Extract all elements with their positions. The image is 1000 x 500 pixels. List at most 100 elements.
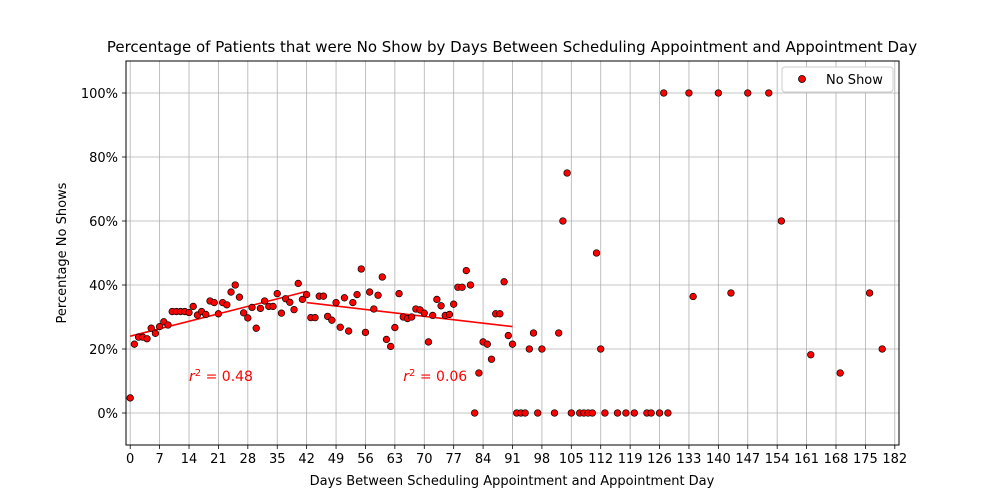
- data-point: [475, 369, 483, 377]
- data-point: [231, 281, 239, 289]
- x-tick-label: 35: [269, 452, 286, 467]
- data-point: [130, 340, 139, 348]
- data-point: [239, 309, 248, 317]
- data-point: [290, 305, 298, 314]
- data-point: [227, 288, 235, 296]
- data-point: [471, 409, 479, 417]
- x-tick-label: 98: [534, 452, 551, 467]
- x-tick-label: 21: [210, 452, 227, 467]
- data-point: [685, 89, 693, 97]
- x-tick-label: 119: [618, 452, 643, 467]
- x-tick-label: 28: [240, 452, 257, 467]
- y-tick-label: 80%: [89, 151, 118, 166]
- data-point: [567, 409, 575, 417]
- data-point: [361, 328, 370, 337]
- data-point: [260, 297, 269, 305]
- x-tick-label: 105: [559, 452, 584, 467]
- data-points: [126, 89, 886, 417]
- data-point: [311, 313, 319, 322]
- data-point: [370, 305, 378, 313]
- data-point: [202, 310, 210, 319]
- x-tick-label: 161: [794, 452, 819, 467]
- x-tick-label: 182: [882, 452, 907, 467]
- data-point: [143, 335, 151, 343]
- x-tick-label: 70: [416, 452, 433, 467]
- data-point: [660, 89, 668, 97]
- x-tick-label: 84: [475, 452, 492, 467]
- r-squared-annotation: r2 = 0.06: [403, 368, 467, 386]
- x-tick-label: 49: [328, 452, 345, 467]
- data-point: [714, 89, 723, 97]
- data-point: [248, 303, 256, 312]
- data-point: [286, 298, 294, 306]
- data-point: [865, 289, 874, 297]
- data-point: [727, 289, 735, 297]
- x-axis-label: Days Between Scheduling Appointment and …: [310, 474, 715, 489]
- data-point: [328, 316, 336, 324]
- data-point: [500, 278, 508, 286]
- data-point: [345, 327, 353, 335]
- y-tick-label: 0%: [97, 407, 118, 422]
- grid-lines: [126, 61, 899, 445]
- data-point: [353, 290, 361, 299]
- data-point: [655, 409, 664, 417]
- data-point: [496, 310, 504, 318]
- data-point: [592, 249, 601, 257]
- data-point: [445, 310, 454, 319]
- data-point: [458, 283, 466, 291]
- data-point: [424, 338, 433, 346]
- data-point: [387, 342, 395, 351]
- data-point: [332, 298, 340, 307]
- x-tick-label: 112: [588, 452, 613, 467]
- x-tick-label: 147: [735, 452, 760, 467]
- x-tick-label: 140: [706, 452, 731, 467]
- data-point: [878, 345, 886, 353]
- data-point: [429, 311, 437, 320]
- data-point: [357, 265, 365, 273]
- x-tick-label: 77: [445, 452, 462, 467]
- data-point: [378, 273, 386, 281]
- y-axis-label: Percentage No Shows: [55, 182, 70, 323]
- data-point: [235, 293, 244, 301]
- data-point: [807, 351, 815, 359]
- data-point: [302, 290, 311, 299]
- data-point: [256, 304, 265, 313]
- x-tick-label: 168: [824, 452, 849, 467]
- data-point: [601, 409, 609, 417]
- data-point: [277, 309, 286, 317]
- x-tick-label: 7: [155, 452, 163, 467]
- x-tick-label: 63: [387, 452, 404, 467]
- data-point: [336, 323, 344, 331]
- data-point: [588, 409, 596, 417]
- data-point: [462, 266, 470, 275]
- legend-box: [781, 66, 894, 93]
- data-point: [126, 394, 134, 402]
- data-point: [483, 340, 491, 348]
- data-point: [155, 322, 164, 331]
- data-point: [382, 335, 391, 344]
- data-point: [395, 289, 403, 298]
- data-point: [185, 308, 193, 317]
- data-point: [269, 302, 277, 311]
- data-point: [273, 289, 281, 298]
- x-tick-label: 91: [504, 452, 521, 467]
- data-point: [214, 310, 223, 318]
- data-point: [689, 292, 697, 301]
- data-point: [210, 298, 218, 307]
- y-axis-ticks: 0% 20% 40% 60% 80% 100%: [81, 87, 126, 422]
- data-point: [437, 302, 445, 310]
- data-point: [391, 323, 399, 332]
- chart-title: Percentage of Patients that were No Show…: [107, 38, 917, 56]
- data-point: [597, 345, 605, 353]
- data-point: [630, 409, 638, 417]
- x-axis-ticks: 0 7 14 21 28 35 42 49 56 63 70 77 84 91 98 105 112 119 126…: [126, 445, 907, 467]
- data-point: [521, 409, 529, 417]
- data-point: [664, 409, 672, 417]
- x-tick-label: 175: [853, 452, 878, 467]
- x-tick-label: 126: [647, 452, 672, 467]
- x-tick-label: 154: [765, 452, 790, 467]
- y-tick-label: 100%: [81, 87, 118, 102]
- y-tick-label: 20%: [89, 343, 118, 358]
